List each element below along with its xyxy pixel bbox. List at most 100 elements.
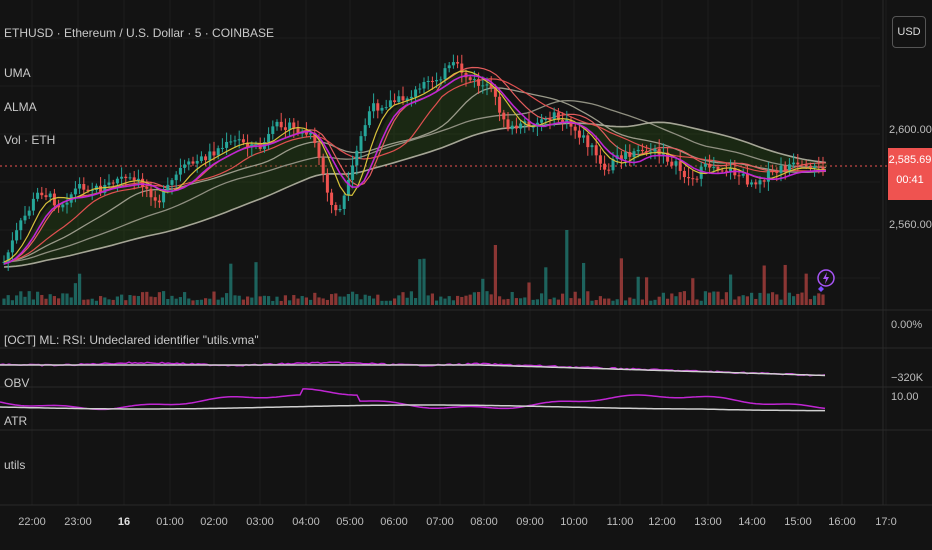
volume-bar [111,299,115,305]
indicator-uma[interactable]: UMA [4,66,31,80]
indicator-volume[interactable]: Vol · ETH [4,133,56,147]
time-axis-label: 16 [117,516,131,528]
candle-body [666,152,670,162]
volume-bar [283,295,287,305]
volume-bar [19,291,23,305]
volume-bar [817,293,821,305]
candle-body [208,151,212,161]
volume-bar [418,259,422,305]
candle-body [220,147,224,149]
alma-line [3,74,826,265]
candle-body [481,85,485,87]
volume-bar [754,298,758,305]
candle-body [762,180,766,182]
volume-bar [157,292,161,305]
volume-bar [691,278,695,305]
volume-bar [447,296,451,305]
candle-body [393,100,397,103]
volume-bar [514,298,518,305]
candle-body [94,185,98,191]
volume-bar [166,298,170,305]
candle-body [565,119,569,123]
candle-body [90,190,94,192]
candle-body [229,141,233,143]
volume-bar [498,296,502,305]
volume-bar [300,296,304,305]
time-axis-label: 03:00 [246,516,274,528]
candle-body [376,103,380,111]
volume-bar [552,297,556,305]
volume-bar [397,295,401,305]
candle-body [157,200,161,203]
volume-bar [237,295,241,305]
candle-body [443,68,447,80]
volume-bar [384,300,388,305]
candle-body [61,204,65,208]
volume-bar [678,292,682,305]
candle-body [813,166,817,168]
volume-bar [766,293,770,305]
volume-bar [388,300,392,305]
indicator-alma[interactable]: ALMA [4,100,37,114]
volume-bar [296,298,300,305]
candle-body [250,144,254,148]
candle-body [598,155,602,164]
candle-body [712,166,716,168]
candle-body [115,178,119,184]
volume-bar [330,294,334,305]
volume-bar [779,299,783,305]
candle-body [418,88,422,90]
candle-body [174,174,178,181]
volume-bar [115,296,119,305]
volume-bar [422,258,426,305]
currency-button[interactable]: USD [892,16,926,48]
obv-pane-label[interactable]: OBV [4,376,30,390]
volume-bar [426,295,430,305]
volume-bar [132,295,136,305]
candle-body [636,149,640,152]
lightning-icon[interactable] [817,269,835,292]
utils-pane-label[interactable]: utils [4,458,26,472]
volume-bar [510,291,514,305]
candle-body [573,126,577,131]
candle-body [485,84,489,86]
candle-body [624,152,628,159]
error-pane-label[interactable]: [OCT] ML: RSI: Undeclared identifier "ut… [4,333,259,347]
volume-bar [762,265,766,305]
candle-body [409,96,413,99]
volume-bar [796,293,800,305]
volume-bar [212,291,216,305]
candle-body [153,197,157,201]
time-axis-label: 04:00 [292,516,320,528]
candle-body [552,112,556,120]
volume-bar [103,297,107,305]
volume-bar [170,295,174,305]
atr-pane-label[interactable]: ATR [4,414,28,428]
candle-body [132,177,136,181]
candle-body [241,139,245,143]
candle-body [695,178,699,180]
volume-bar [271,300,275,305]
volume-bar [262,295,266,305]
candle-body [325,174,329,193]
candle-body [766,170,770,182]
volume-bar [275,296,279,305]
candle-body [724,170,728,172]
candle-body [309,132,313,135]
volume-bar [535,299,539,305]
candle-body [556,112,560,120]
candle-body [6,252,10,262]
candle-body [23,215,27,221]
volume-bar [628,297,632,305]
candle-body [619,155,623,159]
candle-body [594,145,598,156]
time-axis-label: 05:00 [336,516,364,528]
last-price-tag: 2,585.69 00:41 [888,148,932,200]
volume-bar [90,298,94,305]
time-axis-label: 13:00 [694,516,722,528]
volume-bar [304,297,308,305]
red-ribbon-line [3,78,827,263]
volume-bar [821,294,825,305]
symbol-title[interactable]: ETHUSD · Ethereum / U.S. Dollar · 5 · CO… [4,26,275,40]
